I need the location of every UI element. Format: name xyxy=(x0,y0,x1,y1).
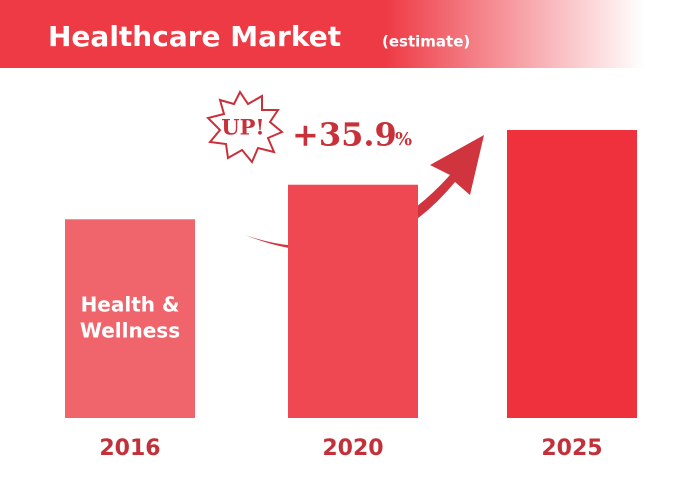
growth-value: +35.9 xyxy=(292,116,397,154)
bar xyxy=(65,219,195,418)
badge-burst xyxy=(206,90,284,164)
chart-subtitle: (estimate) xyxy=(382,33,470,51)
header-band xyxy=(0,0,700,68)
x-tick-label: 2020 xyxy=(322,436,383,461)
growth-arrow xyxy=(245,135,484,252)
badge-text: UP! xyxy=(221,115,264,140)
bar xyxy=(288,184,418,418)
series-label: Health & xyxy=(81,293,180,317)
x-tick-label: 2016 xyxy=(99,436,160,461)
growth-unit: % xyxy=(395,129,412,150)
chart-title: Healthcare Market xyxy=(48,20,341,53)
series-label: Wellness xyxy=(80,319,180,343)
x-tick-label: 2025 xyxy=(541,436,602,461)
bar xyxy=(507,130,637,418)
